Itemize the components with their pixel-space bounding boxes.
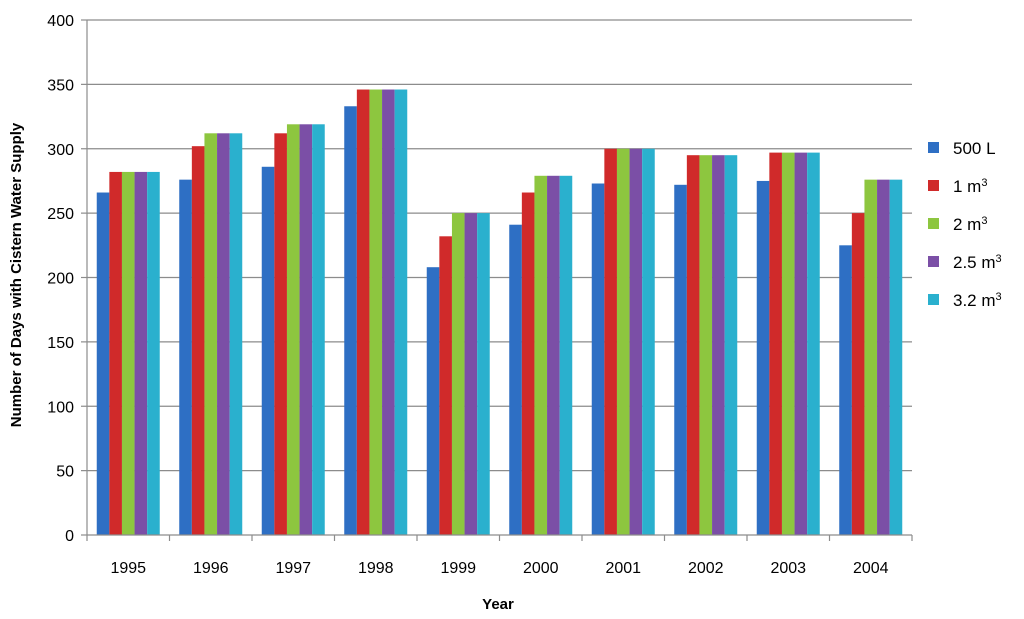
legend-swatch	[928, 180, 939, 191]
bar	[261, 166, 275, 535]
bar	[756, 180, 770, 535]
x-tick-label: 1998	[358, 560, 394, 577]
bar	[521, 192, 535, 535]
x-tick-label: 2003	[770, 560, 806, 577]
legend-label: 1 m3	[953, 177, 987, 196]
x-tick-label: 1995	[110, 560, 146, 577]
bar	[394, 89, 408, 536]
bar	[794, 152, 808, 536]
x-tick-label: 1997	[275, 560, 311, 577]
legend-swatch	[928, 218, 939, 229]
bar	[356, 89, 370, 536]
bar	[877, 179, 890, 535]
x-tick-label: 2004	[853, 560, 889, 577]
bar	[426, 267, 440, 535]
axes	[86, 20, 913, 541]
bar	[344, 106, 357, 535]
bar	[839, 245, 852, 535]
bar	[642, 148, 655, 535]
y-tick-label: 150	[47, 335, 74, 352]
bar	[851, 213, 865, 536]
legend-label: 2 m3	[953, 215, 987, 234]
bar	[591, 183, 605, 535]
legend-label: 500 L	[953, 139, 996, 158]
bars-group	[96, 89, 903, 536]
bar	[229, 133, 243, 536]
bar	[439, 236, 452, 536]
y-tick-label: 300	[47, 142, 74, 159]
bar	[382, 89, 395, 536]
bar	[274, 133, 287, 536]
y-tick-label: 100	[47, 399, 74, 416]
bar	[629, 148, 643, 535]
y-tick-label: 200	[47, 271, 74, 288]
bar	[509, 224, 522, 535]
legend-label: 2.5 m3	[953, 253, 1002, 272]
y-tick-label: 250	[47, 206, 74, 223]
bar	[134, 171, 148, 535]
legend: 500 L 1 m3 2 m3 2.5 m3 3.2 m3	[928, 139, 1002, 310]
y-tick-labels: 0 50 100 150 200 250 300 350 400	[47, 13, 74, 545]
bar	[889, 179, 903, 535]
bar	[559, 175, 573, 536]
bar	[864, 179, 878, 535]
y-tick-label: 400	[47, 13, 74, 30]
bar	[604, 148, 617, 535]
y-tick-label: 350	[47, 77, 74, 94]
bar	[121, 171, 135, 535]
bar	[464, 213, 478, 536]
bar	[674, 184, 687, 536]
bar	[616, 148, 630, 535]
bar	[807, 152, 820, 536]
bar	[451, 213, 465, 536]
y-axis-title: Number of Days with Cistern Water Supply	[8, 122, 25, 427]
bar	[312, 124, 325, 535]
bar	[369, 89, 383, 536]
x-axis-title: Year	[482, 596, 514, 613]
bar	[96, 192, 110, 535]
bar	[699, 155, 713, 535]
x-tick-label: 2002	[688, 560, 724, 577]
bar	[724, 155, 738, 535]
bar	[477, 213, 490, 536]
bar	[191, 146, 205, 535]
bar	[217, 133, 230, 536]
x-tick-label: 1999	[440, 560, 476, 577]
y-tick-label: 50	[56, 464, 74, 481]
bar	[109, 171, 122, 535]
bar	[769, 152, 782, 536]
x-tick-label: 1996	[193, 560, 229, 577]
legend-swatch	[928, 294, 939, 305]
bar	[781, 152, 795, 536]
bar	[147, 171, 160, 535]
legend-label: 3.2 m3	[953, 291, 1002, 310]
bar	[179, 179, 192, 535]
bar	[712, 155, 725, 535]
x-tick-label: 2000	[523, 560, 559, 577]
bar	[534, 175, 548, 536]
x-tick-labels: 1995 1996 1997 1998 1999 2000 2001 2002 2003 2004	[110, 560, 888, 577]
legend-swatch	[928, 142, 939, 153]
bar	[299, 124, 313, 535]
bar	[686, 155, 700, 535]
legend-swatch	[928, 256, 939, 267]
bar	[286, 124, 300, 535]
bar	[204, 133, 218, 536]
x-tick-label: 2001	[605, 560, 641, 577]
y-tick-label: 0	[65, 528, 74, 545]
bar	[547, 175, 560, 536]
